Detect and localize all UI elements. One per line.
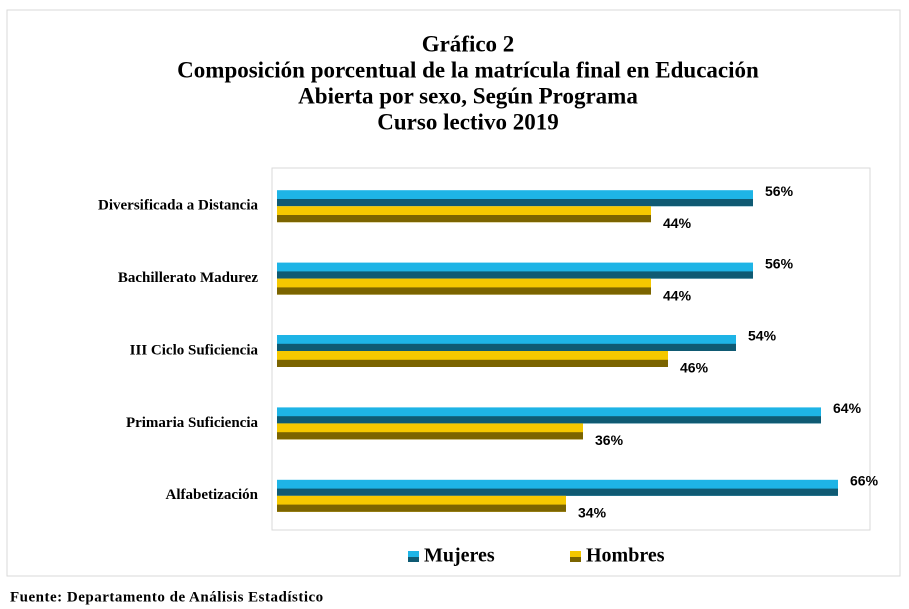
plot-frame xyxy=(271,167,871,531)
legend-label: Mujeres xyxy=(424,545,495,567)
source-note: Fuente: Departamento de Análisis Estadís… xyxy=(10,589,324,605)
bar-shade xyxy=(277,504,566,512)
data-label: 66% xyxy=(850,473,879,489)
legend-swatch-shade xyxy=(570,557,581,562)
legend-label: Hombres xyxy=(586,545,665,567)
chart-title: Composición porcentual de la matrícula f… xyxy=(177,57,759,82)
bar-shade xyxy=(277,271,753,279)
data-label: 56% xyxy=(765,255,794,271)
y-tick-label: Primaria Suficiencia xyxy=(126,415,259,431)
bar-shade xyxy=(277,416,821,424)
data-label: 54% xyxy=(748,328,777,344)
chart-title: Curso lectivo 2019 xyxy=(377,109,558,134)
bar-shade xyxy=(277,488,838,496)
data-label: 56% xyxy=(765,183,794,199)
y-tick-label: Alfabetización xyxy=(166,487,259,503)
y-tick-label: III Ciclo Suficiencia xyxy=(130,342,259,358)
bar-shade xyxy=(277,199,753,207)
data-label: 46% xyxy=(680,360,709,376)
data-label: 44% xyxy=(663,287,692,303)
data-label: 34% xyxy=(578,505,607,521)
data-label: 64% xyxy=(833,400,862,416)
y-tick-label: Bachillerato Madurez xyxy=(118,270,258,286)
legend-swatch xyxy=(570,551,581,562)
y-tick-label: Diversificada a Distancia xyxy=(98,198,258,214)
bar-shade xyxy=(277,343,736,351)
legend-swatch xyxy=(408,551,419,562)
chart-title: Abierta por sexo, Según Programa xyxy=(298,83,638,108)
bar-shade xyxy=(277,359,668,367)
bar-shade xyxy=(277,287,651,295)
legend-swatch-shade xyxy=(408,557,419,562)
chart-title: Gráfico 2 xyxy=(422,31,515,56)
data-label: 44% xyxy=(663,215,692,231)
bar-shade xyxy=(277,432,583,440)
data-label: 36% xyxy=(595,432,624,448)
bar-shade xyxy=(277,215,651,223)
